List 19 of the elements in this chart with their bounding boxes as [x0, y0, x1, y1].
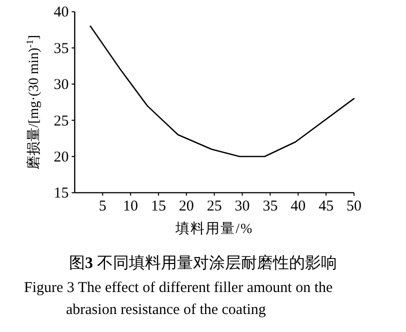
y-tick-label: 15	[54, 186, 69, 202]
x-tick-label: 5	[98, 198, 106, 215]
x-tick-label: 25	[206, 198, 222, 215]
x-tick-label: 50	[346, 198, 362, 215]
text: Figure 3 The effect of different filler amount on the abrasion resistance of the coating	[24, 280, 333, 318]
x-tick-label: 35	[262, 198, 278, 215]
x-tick-label: 45	[318, 198, 334, 215]
x-tick-label: 15	[150, 198, 166, 215]
y-tick-label: 30	[54, 77, 69, 94]
x-tick-label: 20	[178, 198, 194, 215]
y-tick-label: 25	[54, 113, 69, 130]
x-tick-label: 40	[290, 198, 306, 215]
x-axis-title: 填料用量/%	[174, 221, 254, 237]
y-tick-label: 20	[54, 150, 69, 166]
x-tick-label: 30	[234, 198, 250, 215]
text: 图3 不同填料用量对涂层耐磨性的影响	[69, 254, 337, 272]
x-tick-label: 10	[123, 198, 138, 215]
y-tick-label: 35	[54, 40, 69, 57]
y-tick-label: 40	[54, 4, 69, 21]
